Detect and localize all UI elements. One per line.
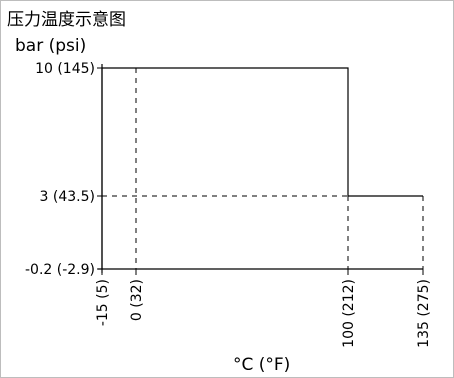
x-tick-label: -15 (5) bbox=[95, 279, 111, 326]
y-tick-label: -0.2 (-2.9) bbox=[25, 262, 95, 278]
tick-labels: 10 (145) 3 (43.5) -0.2 (-2.9)-15 (5) 0 (32)… bbox=[25, 61, 432, 348]
y-tick-label: 10 (145) bbox=[35, 61, 95, 77]
series-lines bbox=[101, 67, 423, 269]
series-line bbox=[101, 67, 423, 269]
y-tick-label: 3 (43.5) bbox=[40, 189, 95, 205]
x-tick-label: 0 (32) bbox=[129, 279, 145, 321]
reference-lines bbox=[102, 68, 424, 275]
chart-title: 压力温度示意图 bbox=[7, 10, 126, 30]
x-axis-label: °C (°F) bbox=[233, 355, 290, 375]
x-tick-label: 135 (275) bbox=[416, 279, 432, 348]
axes bbox=[97, 64, 424, 275]
y-axis-label: bar (psi) bbox=[15, 36, 86, 56]
x-tick-label: 100 (212) bbox=[341, 279, 357, 348]
